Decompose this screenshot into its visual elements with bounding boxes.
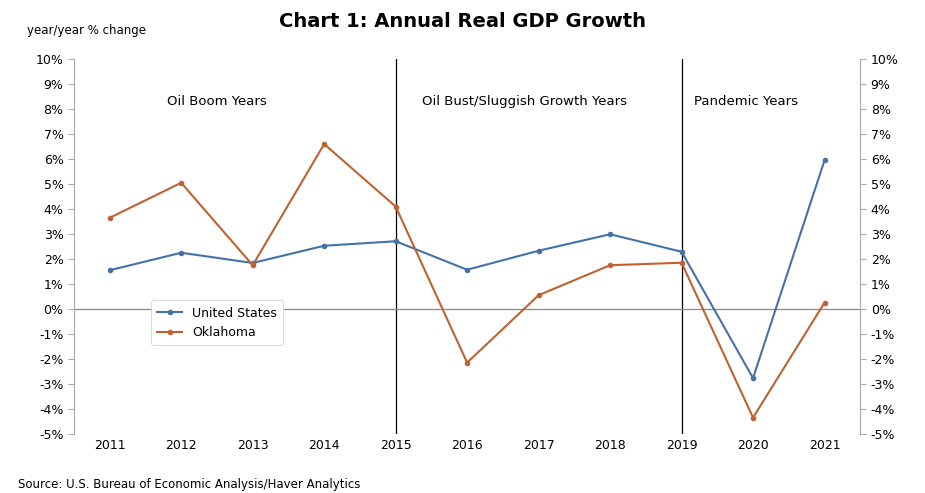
Text: Oil Boom Years: Oil Boom Years — [167, 95, 266, 108]
Text: Pandemic Years: Pandemic Years — [694, 95, 798, 108]
Text: year/year % change: year/year % change — [27, 24, 146, 36]
Text: Source: U.S. Bureau of Economic Analysis/Haver Analytics: Source: U.S. Bureau of Economic Analysis… — [18, 478, 361, 491]
Text: Chart 1: Annual Real GDP Growth: Chart 1: Annual Real GDP Growth — [279, 12, 646, 32]
Legend: United States, Oklahoma: United States, Oklahoma — [151, 300, 283, 345]
Text: Oil Bust/Sluggish Growth Years: Oil Bust/Sluggish Growth Years — [422, 95, 627, 108]
